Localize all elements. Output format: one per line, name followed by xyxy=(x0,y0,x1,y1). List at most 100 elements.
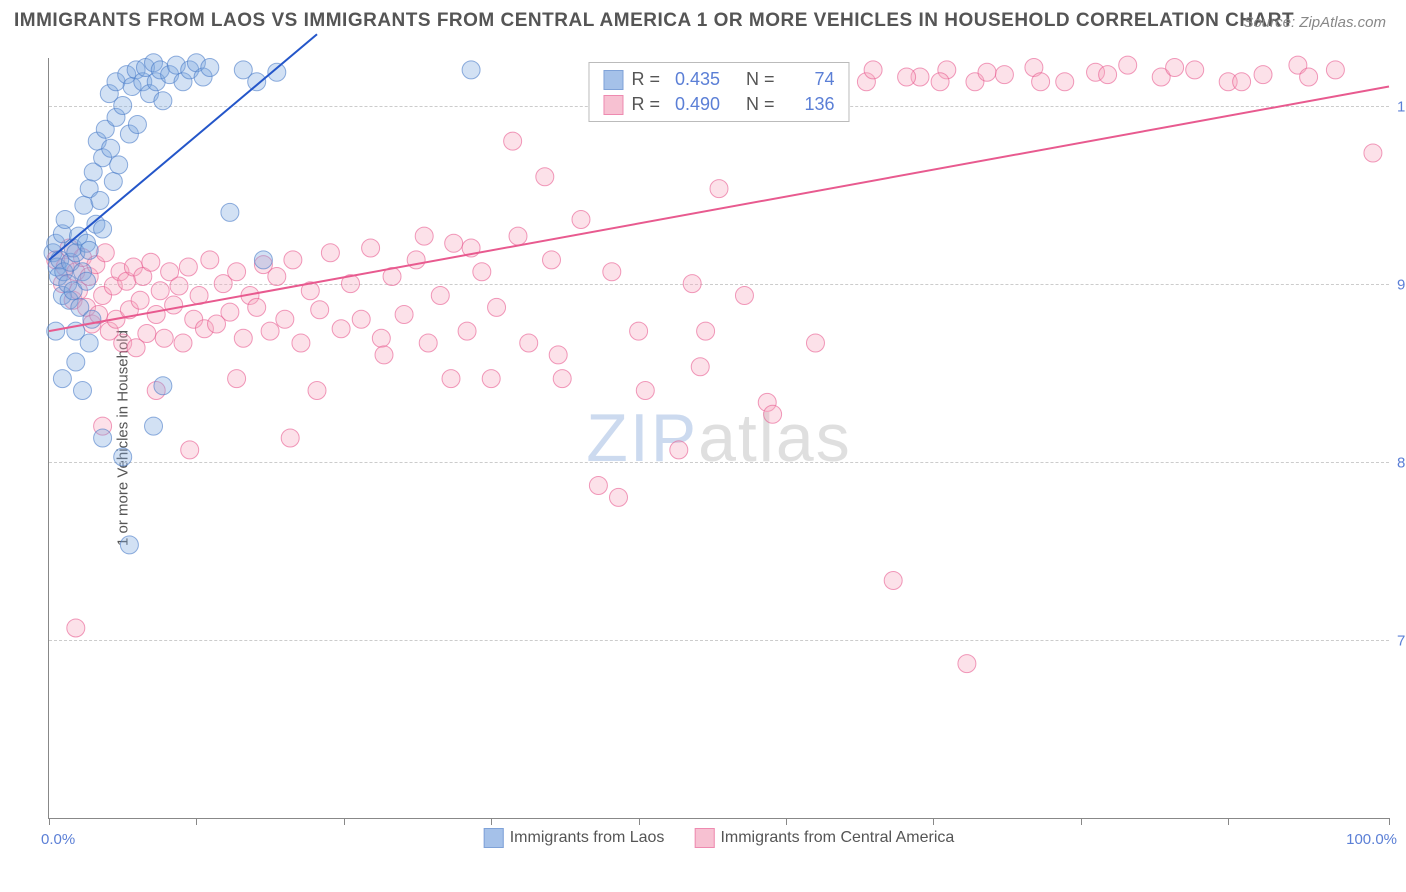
scatter-point xyxy=(670,441,688,459)
scatter-point xyxy=(958,655,976,673)
scatter-point xyxy=(395,306,413,324)
scatter-point xyxy=(1233,73,1251,91)
scatter-point xyxy=(1099,66,1117,84)
scatter-point xyxy=(94,220,112,238)
stats-swatch-laos xyxy=(603,70,623,90)
scatter-point xyxy=(543,251,561,269)
scatter-point xyxy=(261,322,279,340)
x-tick xyxy=(639,818,640,825)
x-tick xyxy=(786,818,787,825)
scatter-point xyxy=(181,441,199,459)
scatter-point xyxy=(67,353,85,371)
scatter-point xyxy=(151,282,169,300)
scatter-point xyxy=(536,168,554,186)
scatter-point xyxy=(764,405,782,423)
scatter-point xyxy=(268,268,286,286)
trend-line xyxy=(49,87,1389,332)
scatter-point xyxy=(415,227,433,245)
scatter-point xyxy=(630,322,648,340)
scatter-point xyxy=(473,263,491,281)
stats-r-label: R = xyxy=(631,94,660,115)
legend-swatch-central xyxy=(694,828,714,848)
scatter-point xyxy=(691,358,709,376)
chart-title: IMMIGRANTS FROM LAOS VS IMMIGRANTS FROM … xyxy=(14,10,1294,32)
scatter-point xyxy=(74,382,92,400)
legend-label: Immigrants from Laos xyxy=(510,829,665,847)
scatter-point xyxy=(735,287,753,305)
scatter-point xyxy=(284,251,302,269)
scatter-point xyxy=(332,320,350,338)
legend-label: Immigrants from Central America xyxy=(720,829,954,847)
scatter-point xyxy=(572,211,590,229)
y-tick-label: 85.0% xyxy=(1393,454,1406,471)
scatter-point xyxy=(56,211,74,229)
legend-item-laos: Immigrants from Laos xyxy=(484,828,665,848)
scatter-point xyxy=(308,382,326,400)
scatter-point xyxy=(110,156,128,174)
scatter-point xyxy=(155,329,173,347)
scatter-point xyxy=(248,73,266,91)
scatter-point xyxy=(104,173,122,191)
stats-n-label: N = xyxy=(746,69,775,90)
scatter-point xyxy=(589,477,607,495)
scatter-point xyxy=(1364,144,1382,162)
scatter-point xyxy=(114,448,132,466)
scatter-point xyxy=(94,429,112,447)
x-axis-max-label: 100.0% xyxy=(1346,831,1397,848)
x-tick xyxy=(49,818,50,825)
scatter-point xyxy=(697,322,715,340)
scatter-point xyxy=(884,572,902,590)
x-axis-min-label: 0.0% xyxy=(41,831,75,848)
scatter-point xyxy=(603,263,621,281)
stats-swatch-central xyxy=(603,95,623,115)
y-tick-label: 100.0% xyxy=(1393,98,1406,115)
y-tick-label: 77.5% xyxy=(1393,632,1406,649)
scatter-point xyxy=(636,382,654,400)
stats-r-value: 0.435 xyxy=(668,69,720,90)
scatter-point xyxy=(281,429,299,447)
scatter-point xyxy=(375,346,393,364)
scatter-point xyxy=(128,116,146,134)
stats-r-label: R = xyxy=(631,69,660,90)
y-tick-label: 92.5% xyxy=(1393,276,1406,293)
scatter-point xyxy=(995,66,1013,84)
scatter-point xyxy=(362,239,380,257)
x-tick xyxy=(196,818,197,825)
scatter-point xyxy=(91,192,109,210)
scatter-point xyxy=(201,59,219,77)
scatter-point xyxy=(102,139,120,157)
x-tick xyxy=(344,818,345,825)
scatter-point xyxy=(1166,59,1184,77)
legend-item-central: Immigrants from Central America xyxy=(694,828,954,848)
scatter-point xyxy=(419,334,437,352)
scatter-point xyxy=(311,301,329,319)
x-tick xyxy=(933,818,934,825)
scatter-point xyxy=(80,334,98,352)
scatter-point xyxy=(201,251,219,269)
scatter-point xyxy=(228,263,246,281)
scatter-point xyxy=(610,488,628,506)
scatter-point xyxy=(131,291,149,309)
scatter-point xyxy=(352,310,370,328)
scatter-point xyxy=(254,251,272,269)
scatter-point xyxy=(75,196,93,214)
scatter-point xyxy=(1119,56,1137,74)
scatter-point xyxy=(80,241,98,259)
scatter-point xyxy=(67,619,85,637)
stats-n-value: 74 xyxy=(783,69,835,90)
stats-r-value: 0.490 xyxy=(668,94,720,115)
plot-area: 1 or more Vehicles in Household 77.5%85.… xyxy=(48,58,1389,819)
scatter-point xyxy=(221,303,239,321)
scatter-point xyxy=(96,244,114,262)
scatter-point xyxy=(234,329,252,347)
scatter-point xyxy=(372,329,390,347)
scatter-point xyxy=(462,61,480,79)
scatter-point xyxy=(431,287,449,305)
scatter-point xyxy=(520,334,538,352)
scatter-point xyxy=(1254,66,1272,84)
scatter-point xyxy=(931,73,949,91)
legend-swatch-laos xyxy=(484,828,504,848)
scatter-point xyxy=(248,298,266,316)
scatter-point xyxy=(154,377,172,395)
scatter-point xyxy=(1032,73,1050,91)
